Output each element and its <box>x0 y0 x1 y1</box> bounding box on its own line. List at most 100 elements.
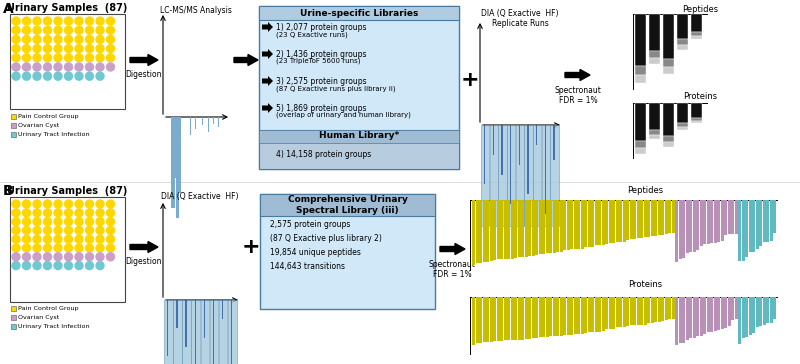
Bar <box>738 297 741 344</box>
Bar <box>637 200 639 238</box>
Bar <box>612 200 615 243</box>
Bar <box>528 297 531 339</box>
Polygon shape <box>440 244 465 254</box>
Bar <box>173 300 182 364</box>
Circle shape <box>12 226 20 234</box>
Circle shape <box>96 209 104 217</box>
Text: Ovarian Cyst: Ovarian Cyst <box>18 123 59 128</box>
Circle shape <box>86 26 94 34</box>
Circle shape <box>106 244 114 252</box>
Bar <box>691 32 702 36</box>
Text: +: + <box>461 70 479 90</box>
Bar <box>535 200 538 255</box>
Bar <box>703 297 706 334</box>
Bar <box>549 297 552 336</box>
Circle shape <box>65 17 73 25</box>
Circle shape <box>22 200 30 208</box>
Text: 4) 14,158 protein groups: 4) 14,158 protein groups <box>276 150 371 159</box>
Bar <box>525 200 527 257</box>
Bar <box>11 315 16 320</box>
Circle shape <box>22 262 30 270</box>
Circle shape <box>22 218 30 226</box>
Bar <box>731 200 734 234</box>
Bar <box>668 297 671 319</box>
Bar <box>675 297 678 345</box>
Bar <box>689 297 692 338</box>
Circle shape <box>86 262 94 270</box>
Circle shape <box>106 45 114 53</box>
Bar <box>259 6 459 20</box>
Bar <box>706 297 710 332</box>
Bar <box>533 125 541 226</box>
Circle shape <box>86 72 94 80</box>
Bar <box>635 66 646 75</box>
Bar <box>204 300 205 337</box>
Polygon shape <box>130 55 158 66</box>
Bar <box>678 200 682 259</box>
Circle shape <box>12 72 20 80</box>
Circle shape <box>106 235 114 243</box>
Bar <box>699 200 702 246</box>
Bar <box>482 297 486 342</box>
Text: Proteins: Proteins <box>628 280 662 289</box>
Circle shape <box>22 226 30 234</box>
Text: Peptides: Peptides <box>627 186 663 195</box>
Circle shape <box>106 63 114 71</box>
Bar <box>619 297 622 327</box>
Bar <box>218 300 227 364</box>
Bar <box>745 297 748 337</box>
Bar <box>550 125 558 226</box>
Circle shape <box>12 253 20 261</box>
Circle shape <box>12 63 20 71</box>
Circle shape <box>12 200 20 208</box>
Bar <box>605 297 608 329</box>
Bar <box>686 297 689 340</box>
Circle shape <box>65 218 73 226</box>
Bar <box>524 125 533 226</box>
Bar <box>510 200 514 259</box>
Circle shape <box>12 35 20 43</box>
Bar <box>521 200 524 257</box>
Circle shape <box>12 235 20 243</box>
Bar <box>577 297 580 334</box>
Bar <box>714 297 717 331</box>
Circle shape <box>65 54 73 62</box>
Bar <box>691 14 702 32</box>
Circle shape <box>12 262 20 270</box>
Bar <box>637 297 639 325</box>
Circle shape <box>33 244 41 252</box>
Bar <box>174 117 176 178</box>
Bar <box>663 136 674 142</box>
Circle shape <box>96 72 104 80</box>
Bar <box>546 200 549 253</box>
Bar <box>259 130 459 143</box>
Circle shape <box>96 35 104 43</box>
Bar <box>724 297 727 328</box>
Bar <box>556 297 559 336</box>
Bar <box>259 6 459 169</box>
Circle shape <box>54 35 62 43</box>
Circle shape <box>43 218 51 226</box>
Circle shape <box>86 209 94 217</box>
Bar <box>546 297 549 337</box>
Bar <box>518 200 521 257</box>
Text: Spectronaut
FDR = 1%: Spectronaut FDR = 1% <box>554 86 602 106</box>
Bar <box>210 300 218 364</box>
Circle shape <box>43 244 51 252</box>
Circle shape <box>33 209 41 217</box>
Bar <box>650 297 654 323</box>
Circle shape <box>106 54 114 62</box>
Bar <box>650 200 654 236</box>
Bar <box>549 200 552 253</box>
Bar <box>612 297 615 329</box>
Circle shape <box>22 17 30 25</box>
Circle shape <box>65 45 73 53</box>
Bar <box>176 300 178 328</box>
Circle shape <box>65 235 73 243</box>
Bar <box>649 51 660 58</box>
Circle shape <box>96 226 104 234</box>
Circle shape <box>86 200 94 208</box>
Bar <box>691 121 702 123</box>
Bar <box>661 200 664 236</box>
Circle shape <box>106 209 114 217</box>
